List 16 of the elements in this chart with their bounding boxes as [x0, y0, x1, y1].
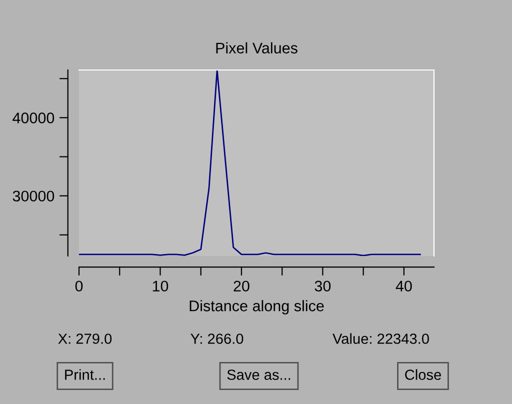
line-series	[79, 70, 421, 256]
x-tick-label: 30	[314, 280, 331, 292]
chart-title: Pixel Values	[216, 42, 298, 54]
y-tick-label: 40000	[12, 112, 54, 124]
x-tick-label: 0	[75, 280, 83, 292]
text: X: 279.0	[58, 334, 112, 344]
x-tick-label: 10	[152, 280, 168, 292]
y-tick-label: 30000	[12, 190, 54, 202]
text: Print...	[65, 369, 105, 380]
text: Value: 22343.0	[332, 333, 429, 344]
x-tick-label: 40	[396, 280, 412, 292]
text: Y: 266.0	[190, 334, 244, 344]
x-tick-label: 20	[234, 280, 250, 292]
text: Close	[405, 369, 441, 380]
text: Save as...	[227, 370, 290, 380]
x-axis-title: Distance along slice	[190, 300, 324, 314]
